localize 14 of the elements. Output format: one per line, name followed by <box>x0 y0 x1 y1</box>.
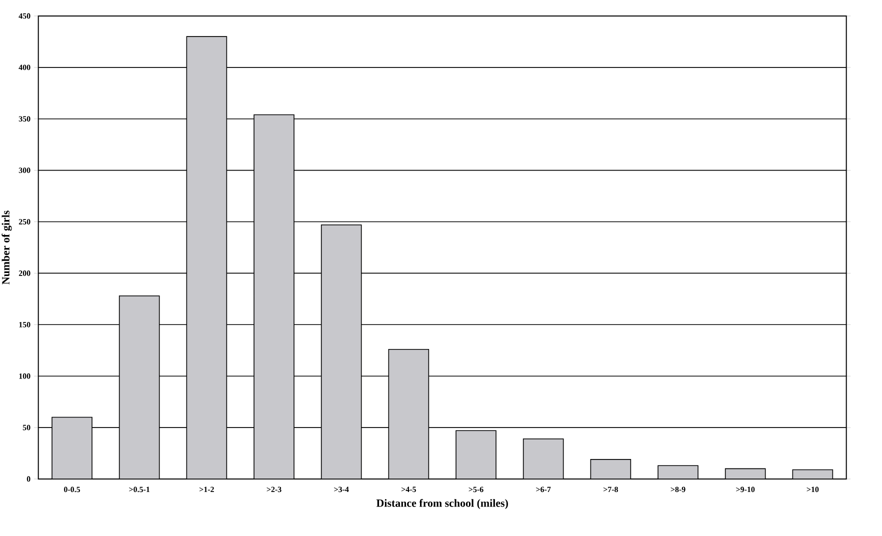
bar <box>52 416 92 479</box>
bar <box>456 430 496 479</box>
bar <box>792 469 834 479</box>
y-axis-title: Number of girls <box>2 210 12 284</box>
bar <box>186 36 228 479</box>
bar <box>118 295 160 479</box>
bar <box>725 468 766 479</box>
bar <box>522 438 564 479</box>
bar <box>388 348 430 479</box>
bar <box>658 466 698 479</box>
bar <box>320 224 362 479</box>
bar <box>254 114 294 479</box>
bar <box>590 459 632 479</box>
x-axis-title: Distance from school (miles) <box>376 499 508 510</box>
